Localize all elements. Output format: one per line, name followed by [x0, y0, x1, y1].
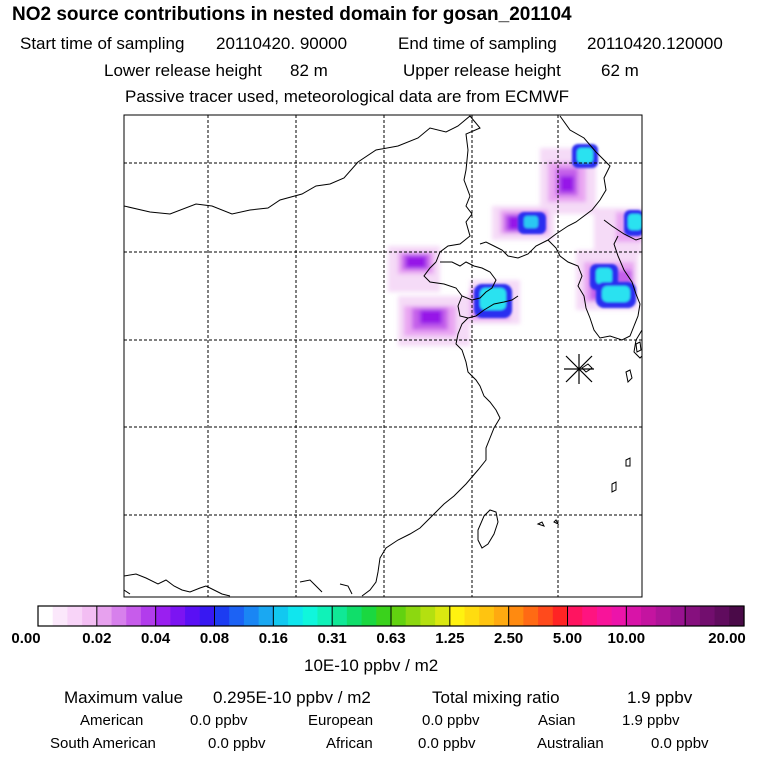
- color-scale-swatch: [655, 606, 672, 626]
- color-scale-swatch: [493, 606, 510, 626]
- color-scale-tick-label: 0.00: [11, 630, 41, 647]
- color-scale-swatch: [552, 606, 569, 626]
- map-title: NO2 source contributions in nested domai…: [12, 4, 572, 25]
- color-scale-swatch: [273, 606, 289, 626]
- color-scale-swatch: [317, 606, 333, 626]
- color-scale-frame: [37, 605, 745, 627]
- color-scale-swatch: [464, 606, 480, 626]
- region-value: 0.0 ppbv: [422, 712, 480, 729]
- color-scale-swatch: [479, 606, 495, 626]
- color-scale-tick-label: 1.25: [435, 630, 465, 647]
- color-scale-bar: [37, 605, 745, 627]
- color-scale-tick-label: 2.50: [494, 630, 524, 647]
- color-scale-swatch: [714, 606, 730, 626]
- color-scale-swatch: [508, 606, 524, 626]
- region-value: 0.0 ppbv: [208, 735, 266, 752]
- color-scale-tick-label: 0.16: [258, 630, 288, 647]
- region-value: 0.0 ppbv: [190, 712, 248, 729]
- color-scale-swatch: [729, 606, 745, 626]
- color-scale-swatch: [346, 606, 363, 626]
- color-scale-swatch: [611, 606, 627, 626]
- color-scale-swatch: [641, 606, 657, 626]
- color-scale-swatch: [96, 606, 113, 626]
- receptor-asterisk-marker: [564, 354, 594, 384]
- color-scale-swatch: [391, 606, 407, 626]
- color-scale-swatch: [288, 606, 304, 626]
- color-scale-swatch: [170, 606, 186, 626]
- color-scale-swatch: [155, 606, 171, 626]
- region-value: 0.0 ppbv: [651, 735, 709, 752]
- total-mixing-label: Total mixing ratio: [432, 688, 560, 707]
- color-scale-swatch: [140, 606, 157, 626]
- region-name: South American: [50, 735, 156, 752]
- region-name: European: [308, 712, 374, 729]
- region-name: African: [326, 735, 373, 752]
- color-scale-tick-label: 20.00: [708, 630, 746, 647]
- start-time-label: Start time of sampling: [20, 34, 185, 53]
- start-time-value: 20110420. 90000: [216, 34, 348, 53]
- graticule: [124, 115, 642, 597]
- color-scale-swatch: [405, 606, 422, 626]
- color-scale-swatch: [185, 606, 201, 626]
- tracer-note: Passive tracer used, meteorological data…: [125, 87, 570, 106]
- color-scale-tick-label: 0.31: [317, 630, 347, 647]
- total-mixing-value: 1.9 ppbv: [627, 688, 693, 707]
- color-scale-tick-label: 0.08: [199, 630, 230, 647]
- color-scale-swatch: [214, 606, 230, 626]
- upper-height-value: 62 m: [601, 61, 639, 80]
- plume-core-layer: [474, 144, 642, 318]
- color-scale-swatch: [626, 606, 642, 626]
- max-value-label: Maximum value: [64, 688, 184, 707]
- color-scale-unit: 10E-10 ppbv / m2: [304, 656, 439, 675]
- lower-height-value: 82 m: [290, 61, 328, 80]
- color-scale-swatch: [258, 606, 274, 626]
- color-scale-swatch: [82, 606, 98, 626]
- color-scale-swatch: [361, 606, 377, 626]
- color-scale-tick-label: 5.00: [552, 630, 583, 647]
- color-scale-swatch: [38, 606, 54, 626]
- color-scale-tick-label: 0.02: [82, 630, 112, 647]
- region-name: Asian: [538, 712, 576, 729]
- color-scale-swatch: [302, 606, 319, 626]
- color-scale-swatch: [126, 606, 142, 626]
- color-scale-swatch: [199, 606, 216, 626]
- color-scale-tick-label: 0.04: [141, 630, 171, 647]
- color-scale-swatch: [435, 606, 451, 626]
- color-scale-swatch: [420, 606, 436, 626]
- color-scale-swatch: [699, 606, 716, 626]
- color-scale-swatch: [523, 606, 539, 626]
- coastline-layer: [124, 115, 642, 597]
- color-scale-swatch: [52, 606, 69, 626]
- region-name: American: [80, 712, 144, 729]
- region-name: Australian: [537, 735, 604, 752]
- map-frame: [123, 114, 643, 598]
- color-scale-swatch: [111, 606, 127, 626]
- color-scale-swatch: [67, 606, 83, 626]
- color-scale-swatch: [332, 606, 348, 626]
- color-scale-swatch: [670, 606, 686, 626]
- color-scale-swatch: [229, 606, 245, 626]
- lower-height-label: Lower release height: [104, 61, 262, 80]
- nested-domain-map: [123, 114, 643, 598]
- color-scale-swatch: [582, 606, 598, 626]
- color-scale-swatch: [243, 606, 260, 626]
- color-scale-swatch: [685, 606, 701, 626]
- color-scale-swatch: [376, 606, 392, 626]
- region-value: 0.0 ppbv: [418, 735, 476, 752]
- color-scale-swatch: [596, 606, 613, 626]
- end-time-label: End time of sampling: [398, 34, 557, 53]
- upper-height-label: Upper release height: [403, 61, 561, 80]
- color-scale-swatch: [449, 606, 466, 626]
- end-time-value: 20110420.120000: [587, 34, 723, 53]
- max-value: 0.295E-10 ppbv / m2: [213, 688, 371, 707]
- color-scale-tick-label: 10.00: [607, 630, 646, 647]
- color-scale-swatch: [567, 606, 583, 626]
- region-value: 1.9 ppbv: [622, 712, 680, 729]
- color-scale-swatch: [538, 606, 554, 626]
- color-scale-tick-label: 0.63: [376, 630, 406, 647]
